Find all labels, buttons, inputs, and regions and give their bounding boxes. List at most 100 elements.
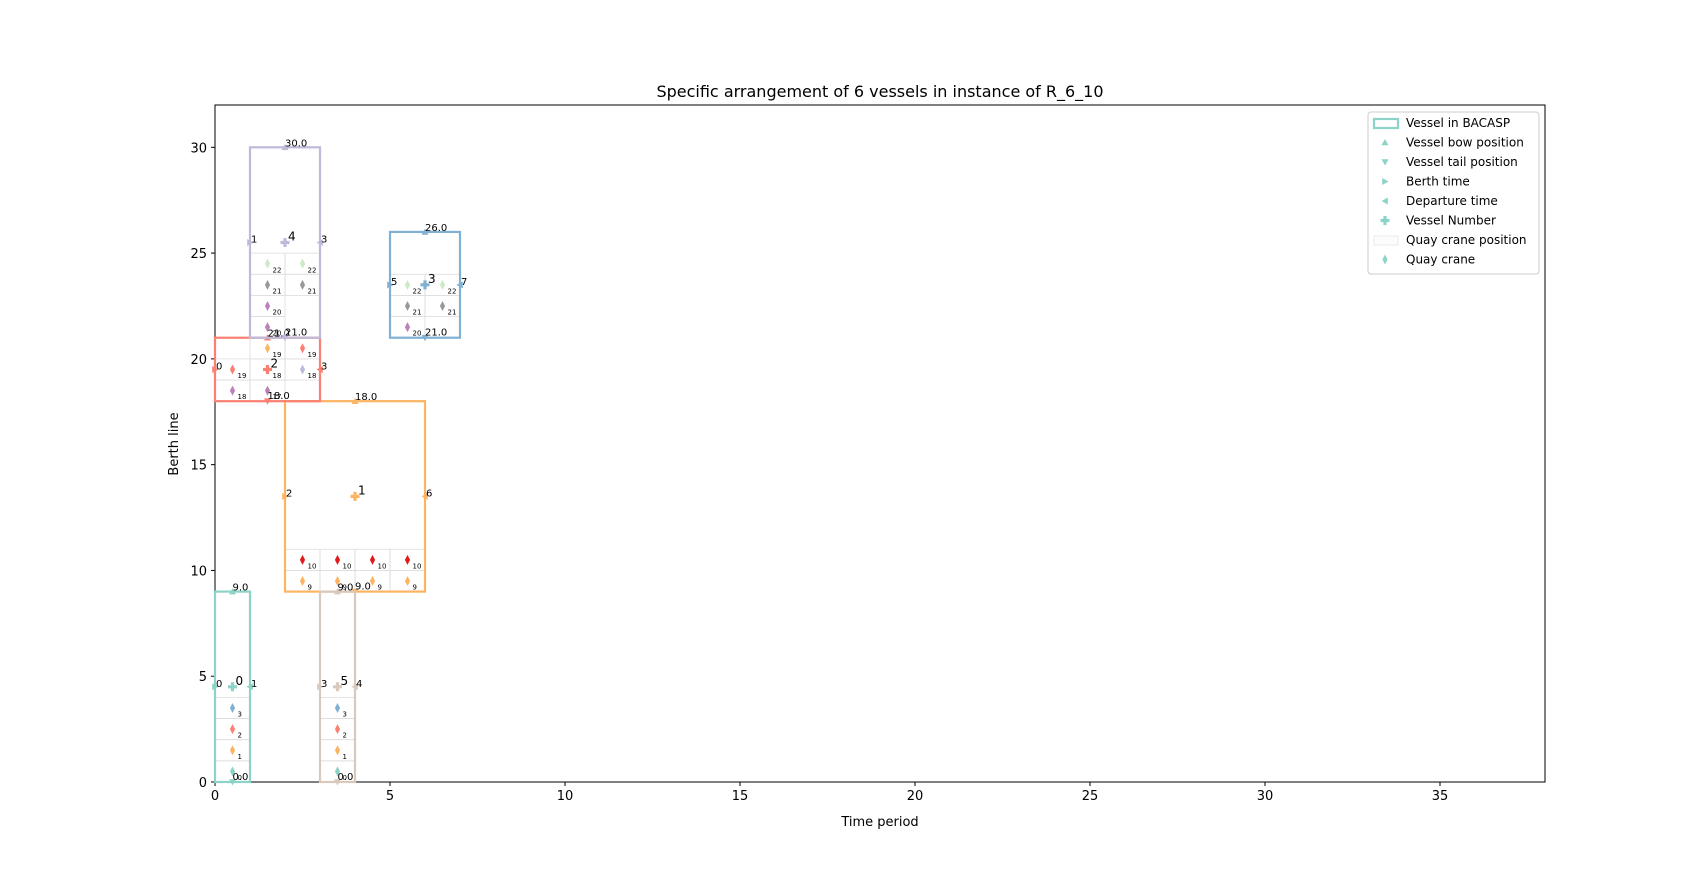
- vessel-number-marker: [280, 238, 290, 248]
- quay-crane-label: 22: [448, 287, 457, 295]
- quay-crane-marker: [264, 343, 271, 354]
- legend-crane-marker: [1382, 254, 1388, 265]
- x-axis-label: Time period: [840, 815, 918, 830]
- bow-marker: [229, 588, 236, 595]
- quay-crane-marker: [404, 279, 411, 290]
- legend-label: Vessel tail position: [1406, 155, 1518, 169]
- legend-entry: Vessel tail position: [1381, 155, 1518, 169]
- quay-crane-marker: [404, 300, 411, 311]
- tail-marker: [264, 398, 271, 405]
- x-tick-label: 5: [386, 789, 394, 804]
- y-axis-label: Berth line: [167, 412, 182, 475]
- quay-crane-marker: [264, 279, 271, 290]
- berth-time-marker: [212, 365, 219, 373]
- legend-entry: Berth time: [1382, 175, 1470, 189]
- departure-time-marker: [456, 281, 463, 289]
- y-tick-label: 20: [190, 353, 207, 368]
- bow-label: 30.0: [285, 138, 307, 149]
- quay-crane-marker: [369, 576, 376, 587]
- departure-time-label: 7: [461, 277, 467, 288]
- quay-crane-marker: [404, 322, 411, 333]
- departure-time-label: 3: [321, 361, 327, 372]
- legend-entry: Vessel bow position: [1381, 136, 1524, 150]
- legend-crane-cell-swatch: [1373, 235, 1399, 246]
- quay-crane-marker: [229, 724, 236, 735]
- quay-crane-label: 2: [343, 732, 347, 740]
- quay-crane-label: 21: [273, 287, 282, 295]
- quay-crane-marker: [299, 258, 306, 269]
- berth-time-label: 1: [251, 235, 257, 246]
- departure-time-label: 1: [251, 679, 257, 690]
- legend-label: Vessel Number: [1406, 214, 1496, 228]
- legend-entry: Vessel Number: [1380, 214, 1496, 228]
- legend-bow-marker: [1381, 139, 1389, 146]
- tail-label: 9.0: [355, 582, 371, 593]
- quay-crane-marker: [264, 322, 271, 333]
- tail-marker: [334, 779, 341, 786]
- legend-label: Departure time: [1406, 194, 1498, 208]
- quay-crane-label: 18: [308, 372, 317, 380]
- quay-crane-marker: [299, 279, 306, 290]
- legend-berth-marker: [1382, 178, 1389, 185]
- vessel-3: 20 21 21 22 22 26.0 21.0 5 7 3: [387, 223, 467, 342]
- quay-crane-marker: [299, 554, 306, 565]
- departure-time-marker: [421, 492, 428, 500]
- departure-time-label: 4: [356, 679, 362, 690]
- vessel-number-label: 3: [428, 272, 436, 286]
- quay-crane-marker: [229, 364, 236, 375]
- quay-crane-label: 9: [308, 584, 312, 592]
- quay-crane-label: 20: [273, 330, 282, 338]
- quay-crane-label: 18: [238, 393, 247, 401]
- tail-label: 21.0: [285, 328, 307, 339]
- legend-departure-marker: [1381, 197, 1388, 205]
- y-tick-label: 5: [199, 670, 207, 685]
- quay-crane-marker: [334, 702, 341, 713]
- berth-time-marker: [247, 239, 254, 247]
- berth-time-marker: [387, 281, 394, 289]
- departure-time-marker: [351, 683, 358, 691]
- vessel-4: 20 20 21 21 22 22 30.0 21.0 1 3 4: [247, 138, 327, 342]
- legend: Vessel in BACASP Vessel bow position Vesse…: [1367, 111, 1540, 275]
- quay-crane-label: 19: [273, 351, 282, 359]
- quay-crane-label: 10: [343, 562, 352, 570]
- bow-marker: [421, 228, 429, 235]
- quay-crane-marker: [334, 766, 341, 777]
- bow-label: 21.0: [268, 329, 290, 340]
- quay-crane-marker: [404, 576, 411, 587]
- quay-crane-label: 21: [413, 309, 422, 317]
- quay-crane-marker: [334, 554, 341, 565]
- berth-time-label: 0: [216, 361, 222, 372]
- vessel-number-label: 4: [288, 230, 296, 244]
- bow-label: 18.0: [355, 392, 377, 403]
- quay-crane-label: 3: [238, 711, 242, 719]
- quay-crane-marker: [299, 364, 306, 375]
- tail-label: 18.0: [268, 391, 290, 402]
- y-tick-label: 10: [190, 564, 207, 579]
- quay-crane-label: 22: [413, 287, 422, 295]
- vessel-number-marker: [350, 491, 360, 501]
- quay-crane-marker: [334, 576, 341, 587]
- quay-crane-label: 17: [273, 393, 282, 401]
- legend-label: Quay crane: [1406, 253, 1475, 267]
- x-tick-label: 30: [1257, 789, 1274, 804]
- bow-marker: [334, 588, 341, 595]
- quay-crane-marker: [229, 745, 236, 756]
- quay-crane-marker: [229, 766, 236, 777]
- quay-crane-label: 9: [378, 584, 382, 592]
- quay-crane-label: 19: [238, 372, 247, 380]
- vessel-number-label: 2: [271, 356, 279, 370]
- x-tick-label: 35: [1432, 789, 1449, 804]
- berth-time-label: 3: [321, 679, 327, 690]
- x-tick-label: 25: [1082, 789, 1099, 804]
- legend-label: Vessel in BACASP: [1406, 116, 1510, 130]
- quay-crane-marker: [369, 554, 376, 565]
- quay-crane-label: 9: [413, 584, 417, 592]
- quay-crane-label: 10: [308, 562, 317, 570]
- quay-crane-marker: [439, 279, 446, 290]
- y-tick-label: 25: [190, 247, 207, 262]
- quay-crane-label: 20: [413, 330, 422, 338]
- quay-crane-marker: [299, 576, 306, 587]
- departure-time-marker: [316, 239, 323, 247]
